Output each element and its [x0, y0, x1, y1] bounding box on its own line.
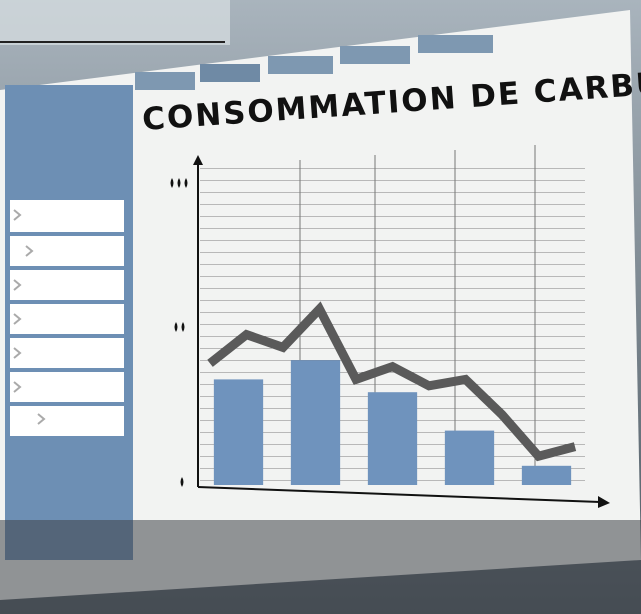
bar	[445, 431, 494, 485]
menu-item[interactable]	[10, 372, 124, 402]
tab[interactable]	[200, 64, 260, 82]
tab[interactable]	[340, 46, 410, 64]
screen: CONSOMMATION DE CARBURANT	[0, 0, 641, 614]
menu-item[interactable]	[10, 406, 124, 436]
bar	[291, 360, 340, 485]
background-table	[0, 0, 230, 45]
menu-item[interactable]	[10, 304, 124, 334]
chart: CONSOMMATION DE CARBURANT	[0, 0, 641, 614]
menu-item[interactable]	[10, 338, 124, 368]
tab[interactable]	[135, 72, 195, 90]
tab[interactable]	[418, 35, 493, 53]
menu-item[interactable]	[10, 200, 124, 232]
skyline	[0, 520, 641, 614]
bar	[368, 392, 417, 485]
tab[interactable]	[268, 56, 333, 74]
menu-item[interactable]	[10, 270, 124, 300]
bar	[522, 466, 571, 485]
menu-item[interactable]	[10, 236, 124, 266]
bar	[214, 379, 263, 485]
